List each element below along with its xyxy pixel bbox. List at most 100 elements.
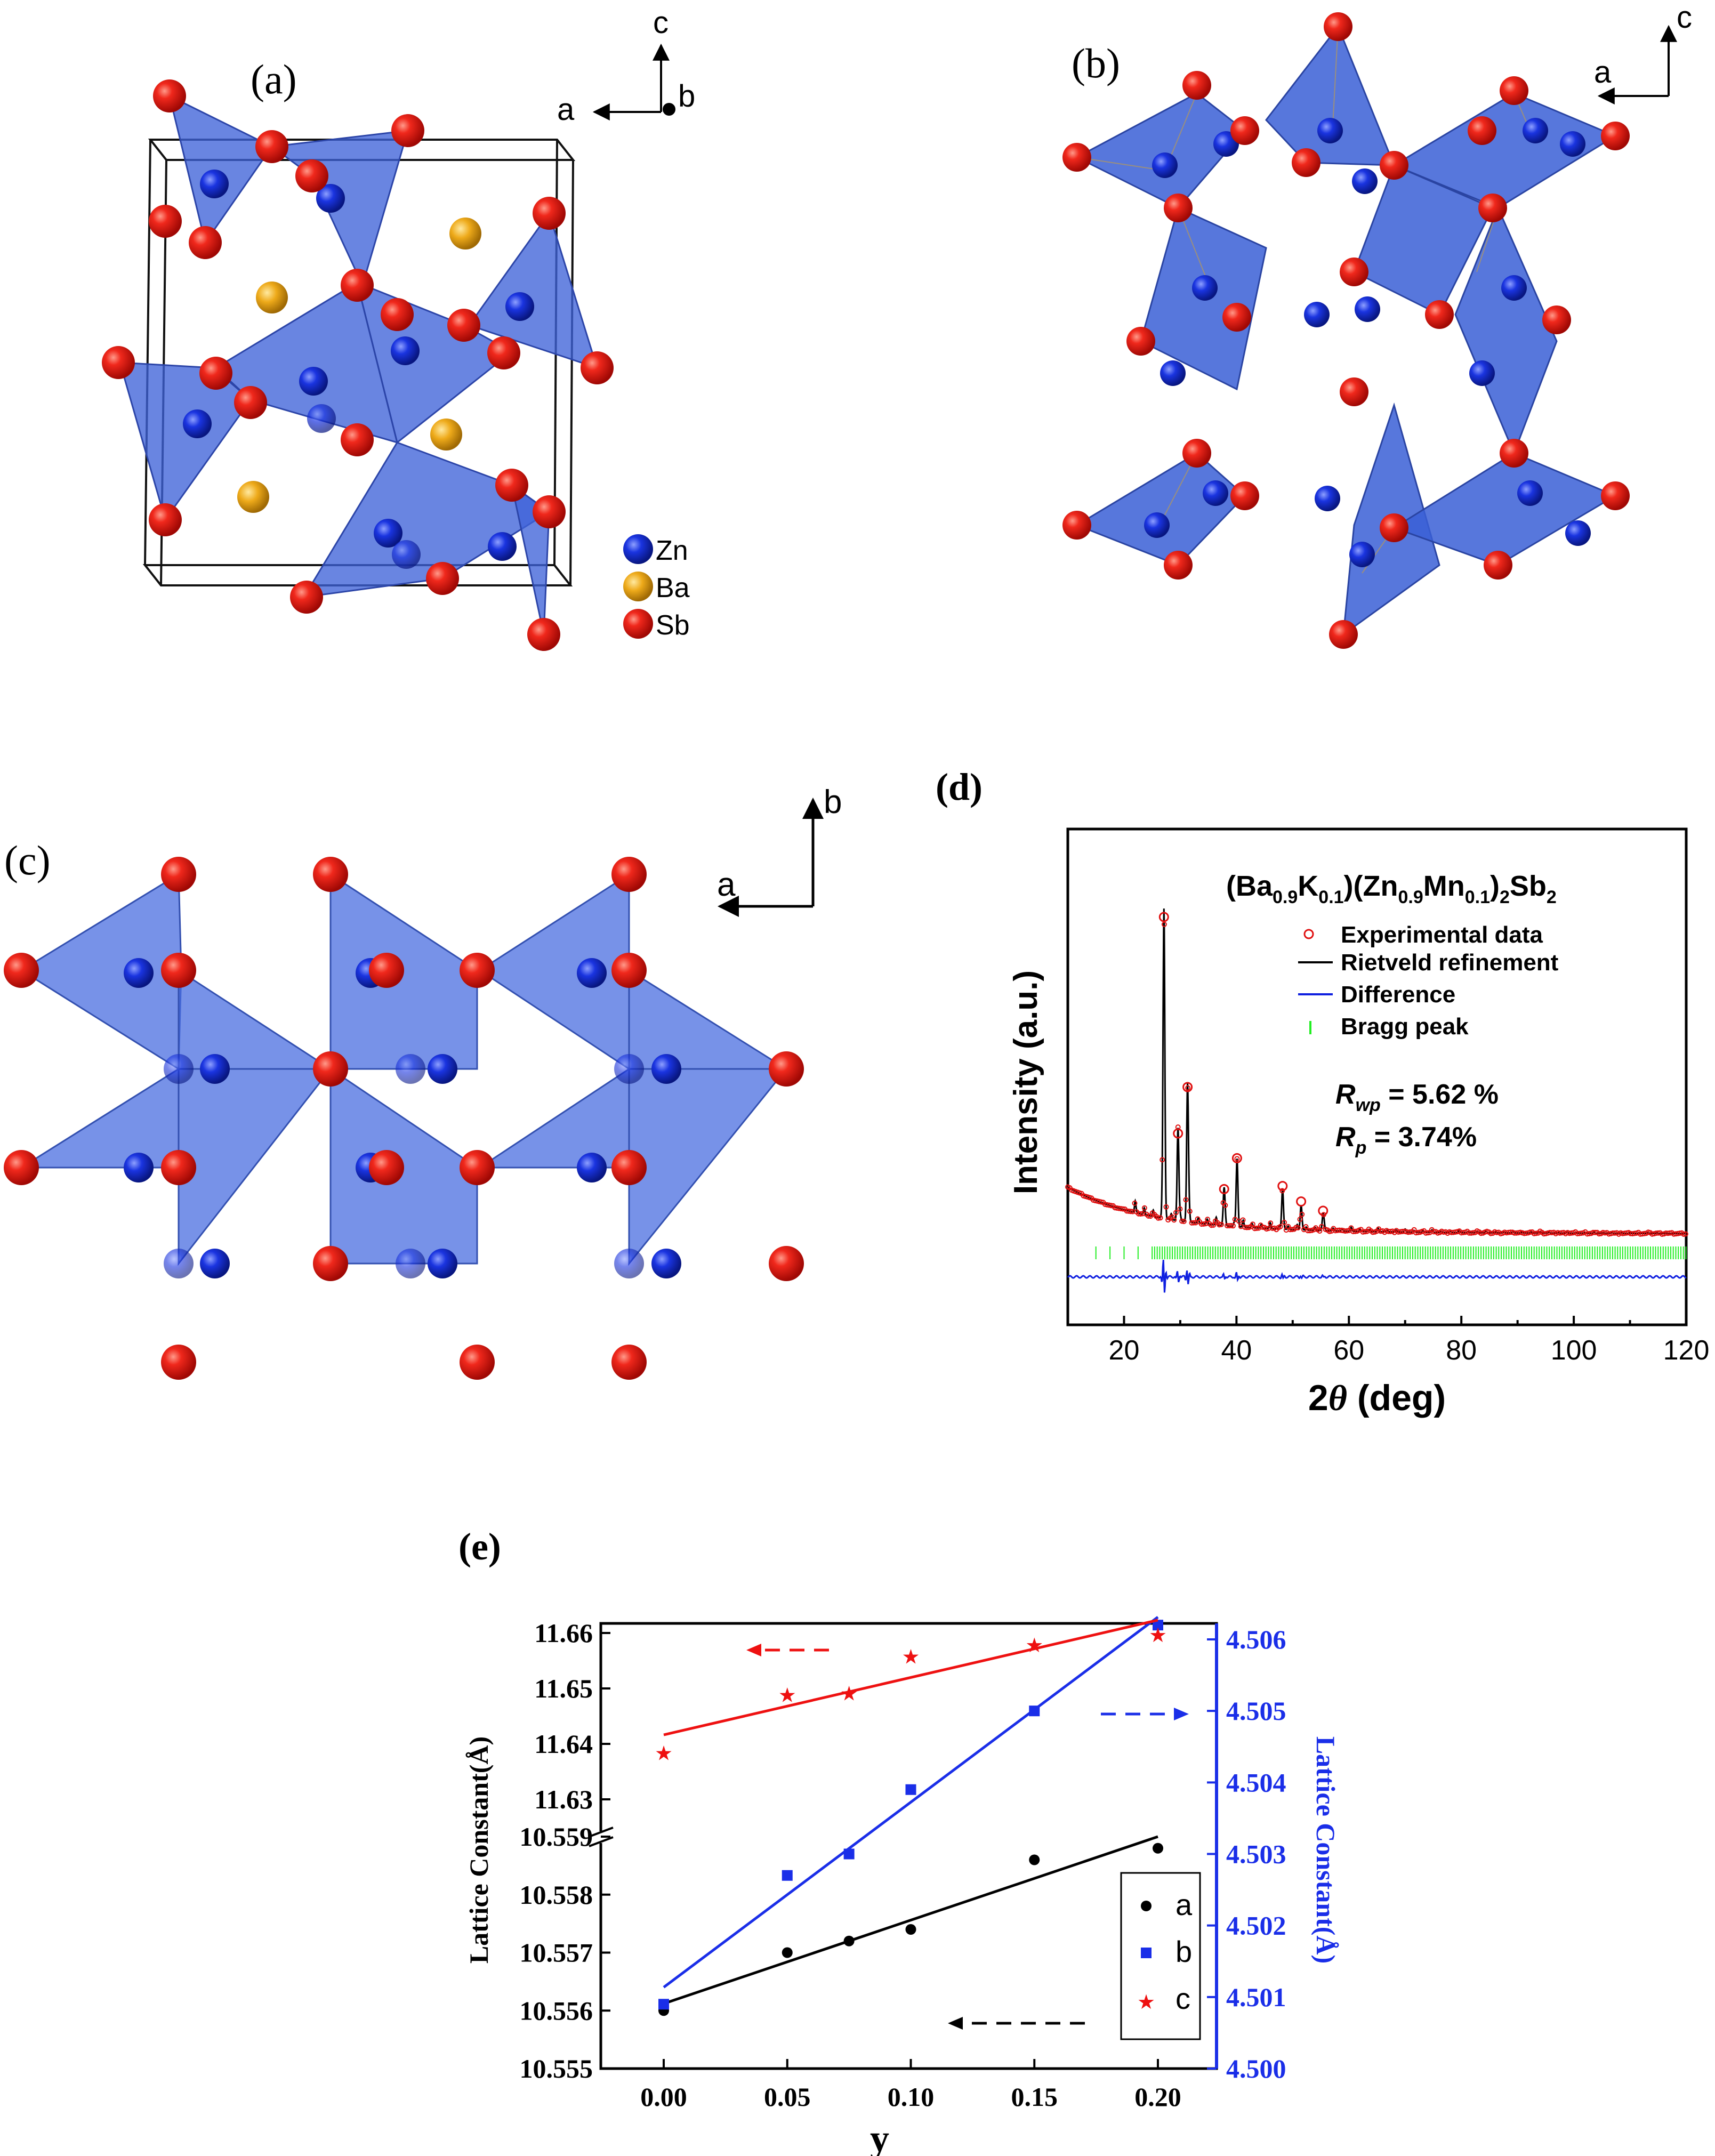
- experimental-point: [1205, 1217, 1211, 1222]
- panel-a-zn-atoms: [183, 170, 534, 569]
- lattice-point-b: [782, 1870, 793, 1881]
- experimental-point: [1218, 1221, 1224, 1227]
- experimental-point: [1108, 1203, 1114, 1209]
- lattice-left-upper-tick-label: 11.63: [534, 1784, 593, 1814]
- legend-zn-label: Zn: [656, 535, 688, 566]
- rwp-value: Rwp = 5.62 %: [1335, 1079, 1499, 1115]
- experimental-point: [1191, 1220, 1197, 1226]
- lattice-x-axis-label: y: [870, 2117, 889, 2156]
- lattice-point-b: [843, 1848, 855, 1860]
- experimental-point: [1254, 1225, 1260, 1231]
- experimental-point: [1163, 1204, 1169, 1210]
- lattice-x-tick-label: 0.15: [1011, 2082, 1058, 2112]
- panel-c: (c) b a: [4, 784, 842, 1380]
- legend-exp-marker: [1303, 929, 1314, 939]
- legend-sb-marker: [623, 609, 653, 639]
- lattice-point-b: [905, 1784, 916, 1795]
- experimental-point: [1682, 1231, 1688, 1237]
- xrd-x-tick-label: 80: [1446, 1335, 1477, 1366]
- lattice-right-tick-label: 4.502: [1226, 1911, 1286, 1941]
- legend-bragg-label: Bragg peak: [1341, 1013, 1469, 1040]
- panel-a-axis-c: c: [653, 5, 669, 40]
- panel-b-zn-atoms: [1144, 118, 1591, 567]
- legend-c-label: c: [1175, 1982, 1190, 2015]
- lattice-left-lower-tick-label: 10.558: [520, 1880, 593, 1910]
- experimental-point: [1362, 1229, 1368, 1235]
- panel-a-tetrahedra: [118, 94, 599, 635]
- lattice-left-upper-tick-label: 11.66: [534, 1618, 593, 1648]
- lattice-point-c: ★: [901, 1646, 920, 1669]
- panel-a: (a): [102, 5, 695, 651]
- experimental-point: [1146, 1213, 1152, 1219]
- lattice-point-a: [843, 1935, 855, 1946]
- lattice-right-tick-label: 4.506: [1226, 1624, 1286, 1654]
- experimental-point: [1177, 1206, 1183, 1212]
- experimental-peak-point: [1318, 1205, 1328, 1216]
- xrd-legend: Experimental data Rietveld refinement Di…: [1298, 922, 1559, 1040]
- legend-diff-label: Difference: [1341, 982, 1455, 1008]
- experimental-point: [1681, 1232, 1687, 1237]
- lattice-legend: a b ★ c: [1120, 1872, 1201, 2040]
- panel-b-sb-atoms: [1062, 12, 1630, 649]
- experimental-point: [1183, 1197, 1189, 1203]
- panel-c-label: (c): [4, 837, 51, 883]
- experimental-point: [1171, 1217, 1177, 1223]
- experimental-point: [1160, 1157, 1165, 1163]
- difference-line: [1067, 1259, 1687, 1293]
- legend-rietveld-label: Rietveld refinement: [1341, 950, 1559, 976]
- lattice-point-c: ★: [655, 1743, 673, 1765]
- experimental-point: [1128, 1209, 1134, 1214]
- lattice-chart-content: 0.00 0.05 0.10 0.15 0.20 11.66 11.65 11.64 11.63…: [520, 1616, 1286, 2112]
- lattice-right-tick-label: 4.504: [1226, 1767, 1286, 1797]
- panel-b-axis-indicator: c a: [1594, 0, 1692, 104]
- lattice-left-lower-tick-label: 10.557: [520, 1938, 593, 1968]
- lattice-point-a: [1153, 1843, 1163, 1854]
- rp-value: Rp = 3.74%: [1335, 1122, 1477, 1158]
- experimental-point: [1268, 1220, 1274, 1226]
- lattice-point-c: ★: [1025, 1635, 1043, 1657]
- legend-c-marker: ★: [1137, 1991, 1155, 2014]
- experimental-point: [1299, 1211, 1305, 1217]
- panel-a-axis-indicator: c a b: [557, 5, 695, 127]
- lattice-right-tick-label: 4.500: [1226, 2054, 1286, 2083]
- xrd-plot-frame: [1066, 827, 1688, 1326]
- panel-a-axis-a: a: [557, 92, 575, 127]
- experimental-point: [1187, 1209, 1193, 1214]
- experimental-point: [1120, 1206, 1126, 1212]
- experimental-point: [1344, 1228, 1350, 1234]
- panel-b-axis-c: c: [1677, 0, 1692, 35]
- panel-b-label: (b): [1072, 40, 1120, 86]
- lattice-x-tick-label: 0.05: [764, 2082, 811, 2112]
- xrd-x-axis-label: 2θ (deg): [1308, 1378, 1446, 1418]
- experimental-point: [1425, 1230, 1431, 1236]
- lattice-fit-line-c: [663, 1619, 1158, 1736]
- experimental-point: [1250, 1221, 1255, 1227]
- experimental-point: [1209, 1222, 1214, 1228]
- experimental-point: [1234, 1156, 1240, 1162]
- lattice-point-b: [1029, 1706, 1040, 1717]
- lattice-x-tick-label: 0.00: [640, 2082, 687, 2112]
- experimental-point: [1211, 1222, 1217, 1228]
- experimental-point: [1141, 1205, 1147, 1211]
- experimental-point: [1293, 1225, 1299, 1230]
- panel-b-axis-a: a: [1594, 55, 1612, 90]
- lattice-y-axis-label-right: Lattice Constant(Å): [1311, 1736, 1341, 1964]
- xrd-y-axis-label: Intensity (a.u.): [1008, 970, 1044, 1194]
- lattice-point-b: [1153, 1620, 1163, 1631]
- experimental-point: [1157, 1215, 1163, 1221]
- experimental-point: [1228, 1222, 1234, 1228]
- panel-e-label: (e): [458, 1525, 501, 1568]
- experimental-point: [1155, 1215, 1161, 1221]
- experimental-point: [1222, 1202, 1228, 1208]
- experimental-point: [1407, 1229, 1413, 1235]
- panel-c-sb-atoms: [4, 857, 804, 1380]
- experimental-point: [1533, 1230, 1539, 1236]
- panel-e: (e) 0.00 0.05 0.10 0.15 0.20 11.66 11.65 11.64 1…: [458, 1525, 1341, 2156]
- experimental-peak-point: [1173, 1128, 1183, 1139]
- experimental-peak-point: [1219, 1184, 1229, 1194]
- experimental-point: [1179, 1218, 1185, 1224]
- panel-a-label: (a): [251, 56, 297, 102]
- panel-a-axis-b: b: [678, 79, 695, 114]
- xrd-x-tick-label: 20: [1109, 1335, 1140, 1366]
- lattice-right-tick-label: 4.505: [1226, 1696, 1286, 1726]
